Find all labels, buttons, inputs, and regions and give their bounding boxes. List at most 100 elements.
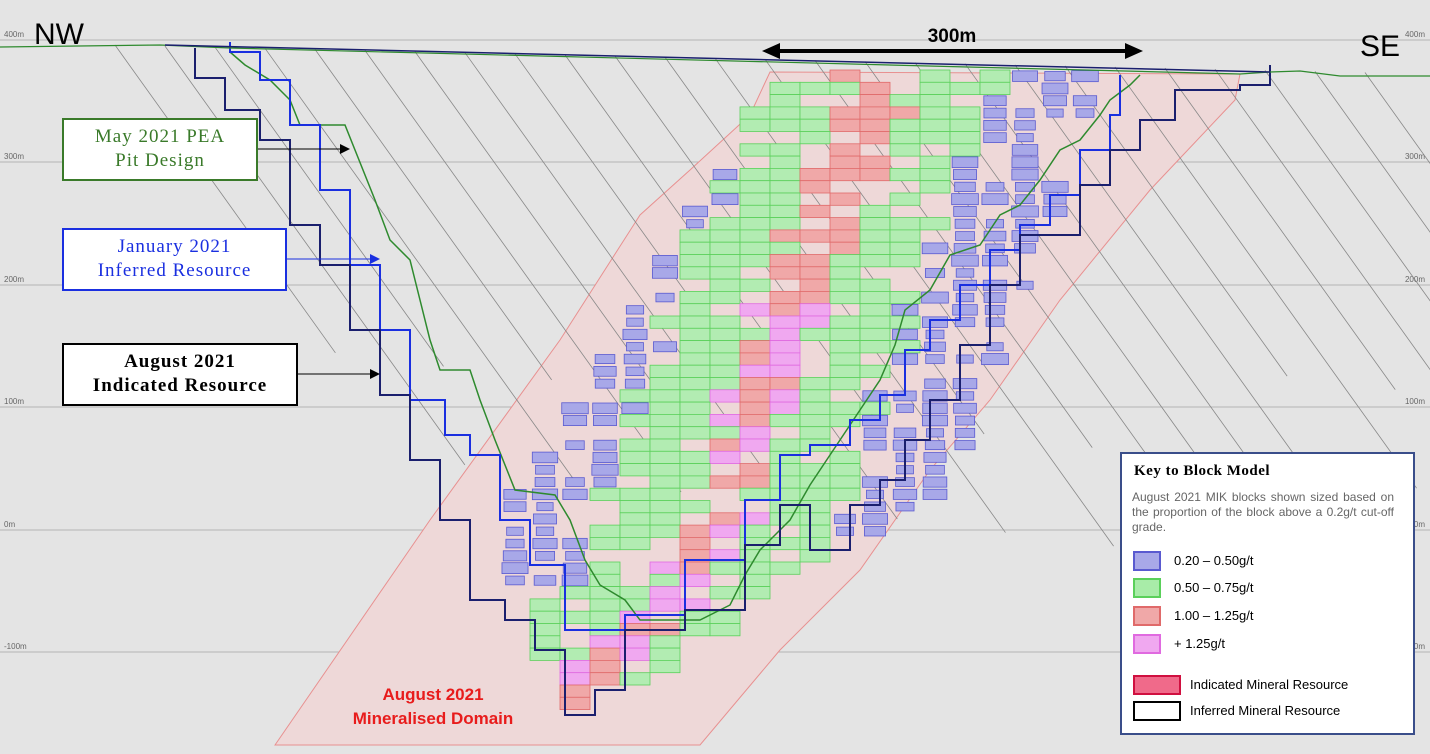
- domain-label: August 2021: [382, 685, 483, 704]
- block: [859, 106, 891, 120]
- swatch: [1133, 578, 1161, 598]
- block: [829, 229, 861, 243]
- block: [533, 513, 557, 525]
- block: [589, 672, 621, 686]
- block: [589, 561, 621, 575]
- block: [955, 391, 975, 401]
- block: [859, 204, 891, 219]
- block: [589, 610, 621, 624]
- block: [859, 303, 891, 317]
- block: [709, 364, 741, 378]
- block: [622, 328, 648, 341]
- block: [799, 81, 831, 96]
- drill-trace: [1364, 72, 1430, 164]
- swatch: [1133, 675, 1181, 695]
- block: [983, 107, 1007, 119]
- block: [1011, 156, 1039, 169]
- block: [653, 341, 677, 353]
- block: [769, 413, 801, 428]
- block: [619, 524, 651, 538]
- block: [619, 672, 651, 686]
- block: [679, 463, 711, 477]
- block: [739, 229, 771, 243]
- block: [829, 327, 861, 341]
- block: [709, 524, 741, 538]
- arrowhead: [370, 369, 380, 379]
- drill-trace: [164, 45, 466, 466]
- block: [769, 241, 801, 255]
- block: [739, 586, 771, 600]
- block: [829, 81, 861, 96]
- block: [562, 562, 588, 574]
- block: [649, 413, 681, 428]
- swatch: [1133, 606, 1161, 626]
- block: [892, 328, 918, 341]
- drill-trace: [1014, 64, 1309, 475]
- block: [799, 327, 831, 341]
- block: [859, 254, 891, 268]
- block: [859, 167, 891, 182]
- block: [859, 401, 891, 415]
- block: [679, 340, 711, 354]
- block: [769, 254, 801, 268]
- legend-description: August 2021 MIK blocks shown sized based…: [1132, 490, 1394, 534]
- block: [924, 268, 946, 278]
- callout-line: January 2021: [117, 236, 232, 257]
- block: [925, 354, 945, 364]
- block: [709, 217, 741, 231]
- grade-label: 0.20 – 0.50g/t: [1174, 553, 1254, 568]
- swatch: [1133, 701, 1181, 721]
- block: [863, 427, 887, 439]
- block: [799, 426, 831, 440]
- block: [951, 254, 979, 267]
- block: [983, 292, 1007, 303]
- block: [829, 487, 861, 501]
- block: [769, 315, 801, 329]
- block: [679, 364, 711, 378]
- block: [923, 452, 947, 463]
- block: [503, 501, 527, 512]
- block: [619, 512, 651, 526]
- block: [799, 254, 831, 268]
- drill-trace: [114, 44, 336, 354]
- grade-label: 1.00 – 1.25g/t: [1174, 608, 1254, 623]
- block: [953, 206, 977, 217]
- block: [921, 242, 949, 255]
- block: [949, 131, 981, 145]
- block: [829, 254, 861, 268]
- elevation-label: -100m: [4, 642, 27, 651]
- block: [949, 106, 981, 120]
- block: [679, 327, 711, 341]
- block: [711, 193, 739, 205]
- block: [561, 574, 589, 587]
- block: [709, 180, 741, 194]
- elevation-label: 100m: [1405, 397, 1425, 406]
- arrowhead: [340, 144, 350, 154]
- block: [502, 550, 528, 562]
- block: [1015, 218, 1035, 229]
- block: [679, 254, 711, 268]
- block: [924, 378, 946, 389]
- block: [594, 354, 616, 364]
- block: [799, 303, 831, 317]
- block: [591, 463, 619, 476]
- drill-trace: [214, 46, 444, 367]
- block: [709, 352, 741, 366]
- block: [769, 229, 801, 243]
- block: [709, 254, 741, 268]
- block: [529, 598, 561, 612]
- block: [863, 439, 887, 451]
- inferred-pit: [229, 42, 1121, 631]
- block: [859, 241, 891, 255]
- block: [561, 402, 589, 415]
- block: [924, 341, 946, 352]
- block: [649, 426, 681, 440]
- block: [859, 131, 891, 145]
- block: [829, 401, 861, 415]
- block: [829, 192, 861, 206]
- drill-trace: [1064, 65, 1288, 377]
- block: [739, 167, 771, 182]
- block: [799, 290, 831, 305]
- block: [652, 255, 678, 267]
- block: [1011, 230, 1039, 242]
